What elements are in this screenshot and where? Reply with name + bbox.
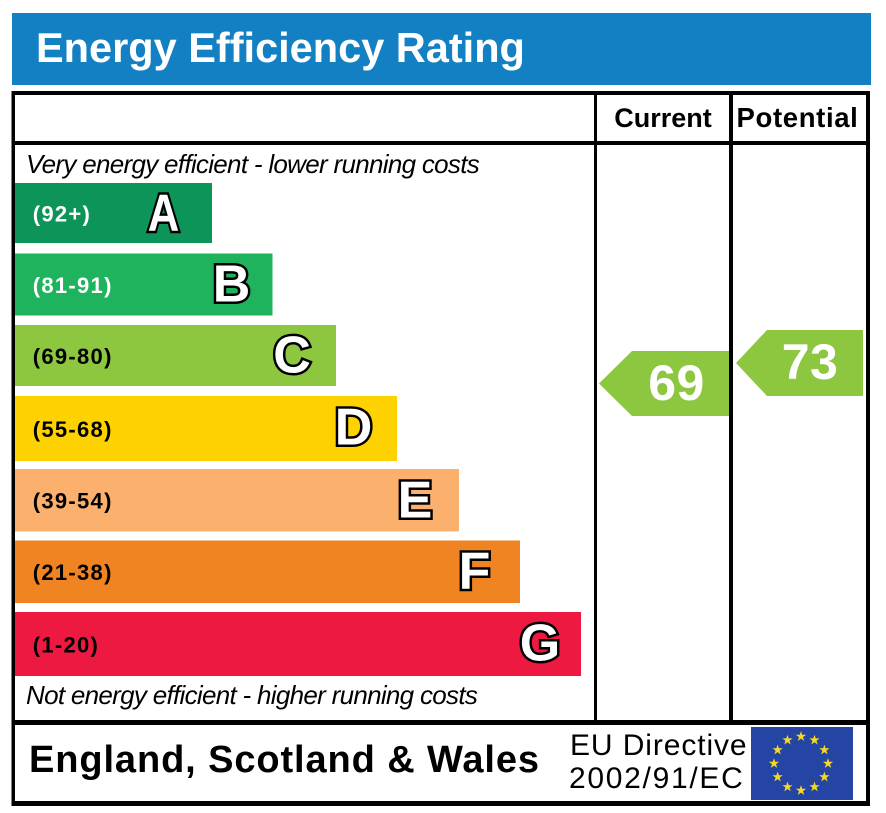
svg-text:A: A: [148, 185, 180, 242]
svg-text:Not energy efficient - higher: Not energy efficient - higher running co…: [26, 680, 478, 710]
svg-text:Potential: Potential: [737, 102, 859, 133]
svg-text:(21-38): (21-38): [33, 560, 113, 585]
svg-text:Current: Current: [614, 103, 712, 133]
svg-text:(39-54): (39-54): [33, 489, 113, 514]
svg-text:2002/91/EC: 2002/91/EC: [569, 762, 744, 795]
svg-text:G: G: [520, 615, 560, 673]
svg-text:69: 69: [648, 355, 705, 411]
svg-text:England, Scotland & Wales: England, Scotland & Wales: [29, 739, 540, 781]
svg-text:C: C: [273, 327, 311, 385]
svg-text:(81-91): (81-91): [33, 273, 113, 298]
svg-text:(92+): (92+): [33, 202, 91, 227]
svg-text:B: B: [213, 256, 251, 314]
svg-text:EU Directive: EU Directive: [570, 729, 748, 762]
svg-text:F: F: [459, 543, 491, 601]
svg-text:Energy Efficiency Rating: Energy Efficiency Rating: [36, 24, 525, 71]
svg-text:(69-80): (69-80): [33, 344, 113, 369]
svg-text:E: E: [398, 472, 433, 530]
svg-text:D: D: [335, 399, 373, 457]
svg-text:(55-68): (55-68): [33, 417, 113, 442]
svg-text:73: 73: [782, 334, 839, 390]
svg-text:(1-20): (1-20): [33, 633, 100, 658]
svg-text:Very energy efficient - lower: Very energy efficient - lower running co…: [26, 149, 480, 179]
